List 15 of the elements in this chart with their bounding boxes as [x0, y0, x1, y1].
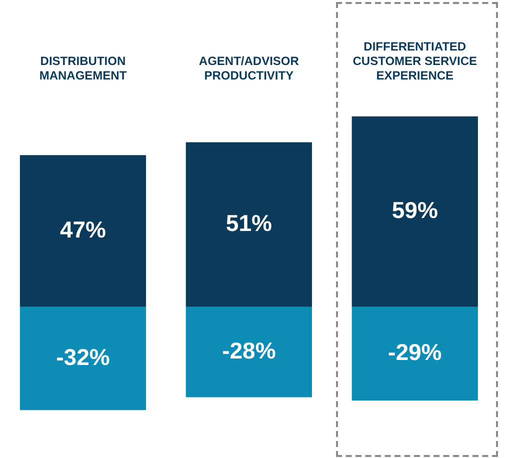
bar [352, 116, 478, 307]
bar [20, 306, 146, 410]
bar [186, 306, 312, 398]
data-label: -32% [56, 344, 110, 370]
x-tick-label: DISTRIBUTION MANAGEMENT [39, 54, 128, 82]
data-label: -28% [222, 337, 276, 364]
bar [186, 142, 312, 307]
data-label: 47% [60, 216, 106, 242]
bar [20, 155, 146, 307]
data-label: -29% [388, 339, 442, 366]
x-tick-label: AGENT/ADVISOR PRODUCTIVITY [198, 54, 300, 82]
data-label: 59% [392, 197, 438, 223]
bar [352, 306, 478, 400]
x-tick-label: DIFFERENTIATED CUSTOMER SERVICE EXPERIENCE [352, 40, 477, 82]
data-label: 51% [226, 210, 272, 236]
